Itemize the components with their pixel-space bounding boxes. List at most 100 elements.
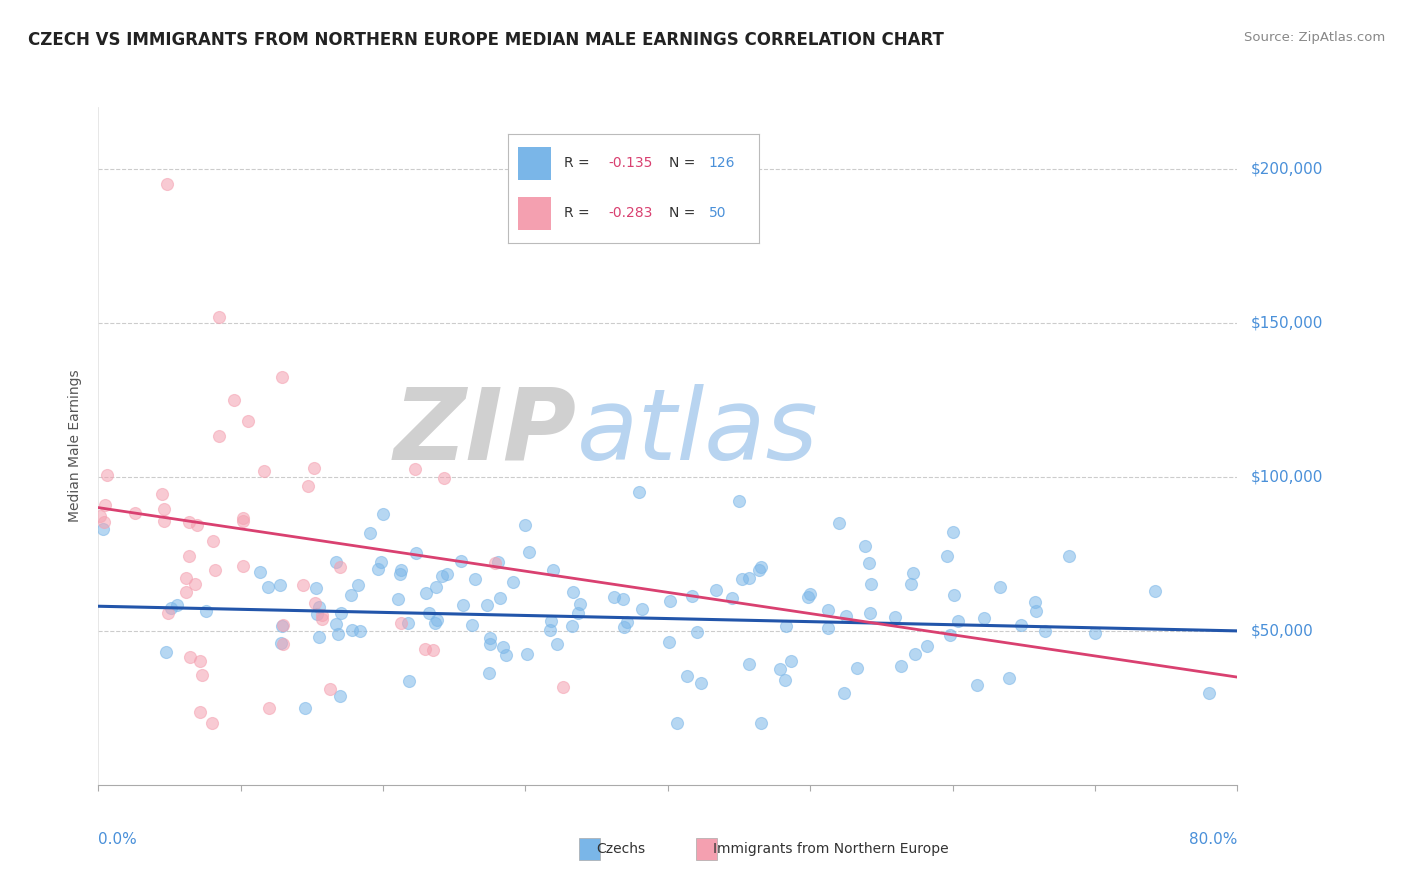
- Point: [1198, 685, 1220, 699]
- Point: [704, 582, 727, 597]
- Point: [93, 522, 115, 536]
- Point: [156, 177, 179, 191]
- Point: [389, 615, 412, 630]
- Point: [188, 654, 211, 668]
- Point: [155, 645, 177, 659]
- Point: [89, 509, 111, 524]
- Point: [222, 392, 245, 407]
- Point: [367, 562, 389, 576]
- Text: $200,000: $200,000: [1251, 161, 1323, 176]
- Point: [540, 615, 562, 629]
- Point: [432, 569, 454, 583]
- Point: [690, 676, 713, 690]
- Point: [479, 637, 502, 651]
- Point: [302, 461, 325, 475]
- Point: [249, 566, 271, 580]
- Text: CZECH VS IMMIGRANTS FROM NORTHERN EUROPE MEDIAN MALE EARNINGS CORRELATION CHART: CZECH VS IMMIGRANTS FROM NORTHERN EUROPE…: [28, 31, 943, 49]
- Point: [658, 594, 681, 608]
- Point: [513, 518, 536, 533]
- Point: [433, 471, 456, 485]
- Text: 80.0%: 80.0%: [1189, 832, 1237, 847]
- Text: 0.0%: 0.0%: [98, 832, 138, 847]
- Point: [1084, 625, 1107, 640]
- Point: [194, 604, 217, 618]
- Point: [915, 639, 938, 653]
- Point: [179, 549, 201, 563]
- Point: [396, 616, 419, 631]
- Point: [176, 571, 198, 585]
- Point: [304, 596, 326, 610]
- Point: [817, 603, 839, 617]
- Point: [156, 606, 179, 620]
- Point: [686, 625, 709, 640]
- Point: [665, 716, 688, 731]
- Point: [150, 486, 173, 500]
- Point: [484, 557, 506, 571]
- Point: [1057, 549, 1080, 563]
- Point: [845, 661, 868, 675]
- Point: [349, 624, 371, 638]
- Point: [997, 671, 1019, 685]
- Point: [541, 563, 564, 577]
- Point: [201, 716, 224, 731]
- Point: [389, 567, 412, 582]
- Point: [436, 566, 458, 581]
- Point: [179, 515, 201, 529]
- Point: [325, 617, 347, 632]
- Point: [96, 468, 118, 483]
- Point: [93, 515, 115, 529]
- Point: [797, 590, 820, 604]
- Point: [943, 588, 966, 602]
- Point: [900, 577, 922, 591]
- Point: [319, 682, 342, 697]
- Point: [292, 578, 315, 592]
- Point: [305, 581, 328, 595]
- Point: [628, 485, 651, 500]
- Point: [340, 588, 363, 602]
- Point: [208, 310, 231, 324]
- Point: [425, 580, 447, 594]
- Point: [1025, 604, 1047, 618]
- Point: [204, 563, 226, 577]
- Text: Czechs: Czechs: [596, 842, 645, 856]
- Point: [415, 642, 437, 657]
- Point: [616, 615, 638, 629]
- Point: [232, 514, 254, 528]
- Point: [835, 609, 858, 624]
- Point: [461, 618, 484, 632]
- Point: [1143, 584, 1166, 599]
- Point: [404, 462, 426, 476]
- Text: $150,000: $150,000: [1251, 315, 1323, 330]
- Point: [749, 560, 772, 574]
- Point: [340, 623, 363, 637]
- Point: [475, 598, 498, 612]
- Point: [160, 600, 183, 615]
- Point: [479, 631, 502, 645]
- Point: [329, 690, 352, 704]
- Point: [426, 613, 449, 627]
- Point: [828, 516, 851, 530]
- Point: [259, 701, 281, 715]
- Y-axis label: Median Male Earnings: Median Male Earnings: [69, 369, 83, 523]
- Point: [749, 716, 772, 731]
- Point: [738, 657, 761, 671]
- Point: [294, 701, 316, 715]
- Point: [423, 615, 446, 630]
- Point: [330, 606, 353, 620]
- Point: [359, 525, 381, 540]
- Point: [676, 669, 699, 683]
- Point: [297, 479, 319, 493]
- Point: [405, 546, 427, 560]
- Point: [208, 429, 231, 443]
- Point: [231, 559, 253, 574]
- Text: $50,000: $50,000: [1251, 624, 1315, 639]
- Point: [731, 572, 754, 586]
- Point: [495, 648, 517, 662]
- Point: [817, 621, 839, 635]
- Point: [551, 680, 574, 694]
- Point: [612, 591, 634, 606]
- Point: [769, 662, 792, 676]
- Point: [186, 517, 208, 532]
- Point: [966, 678, 988, 692]
- Point: [721, 591, 744, 605]
